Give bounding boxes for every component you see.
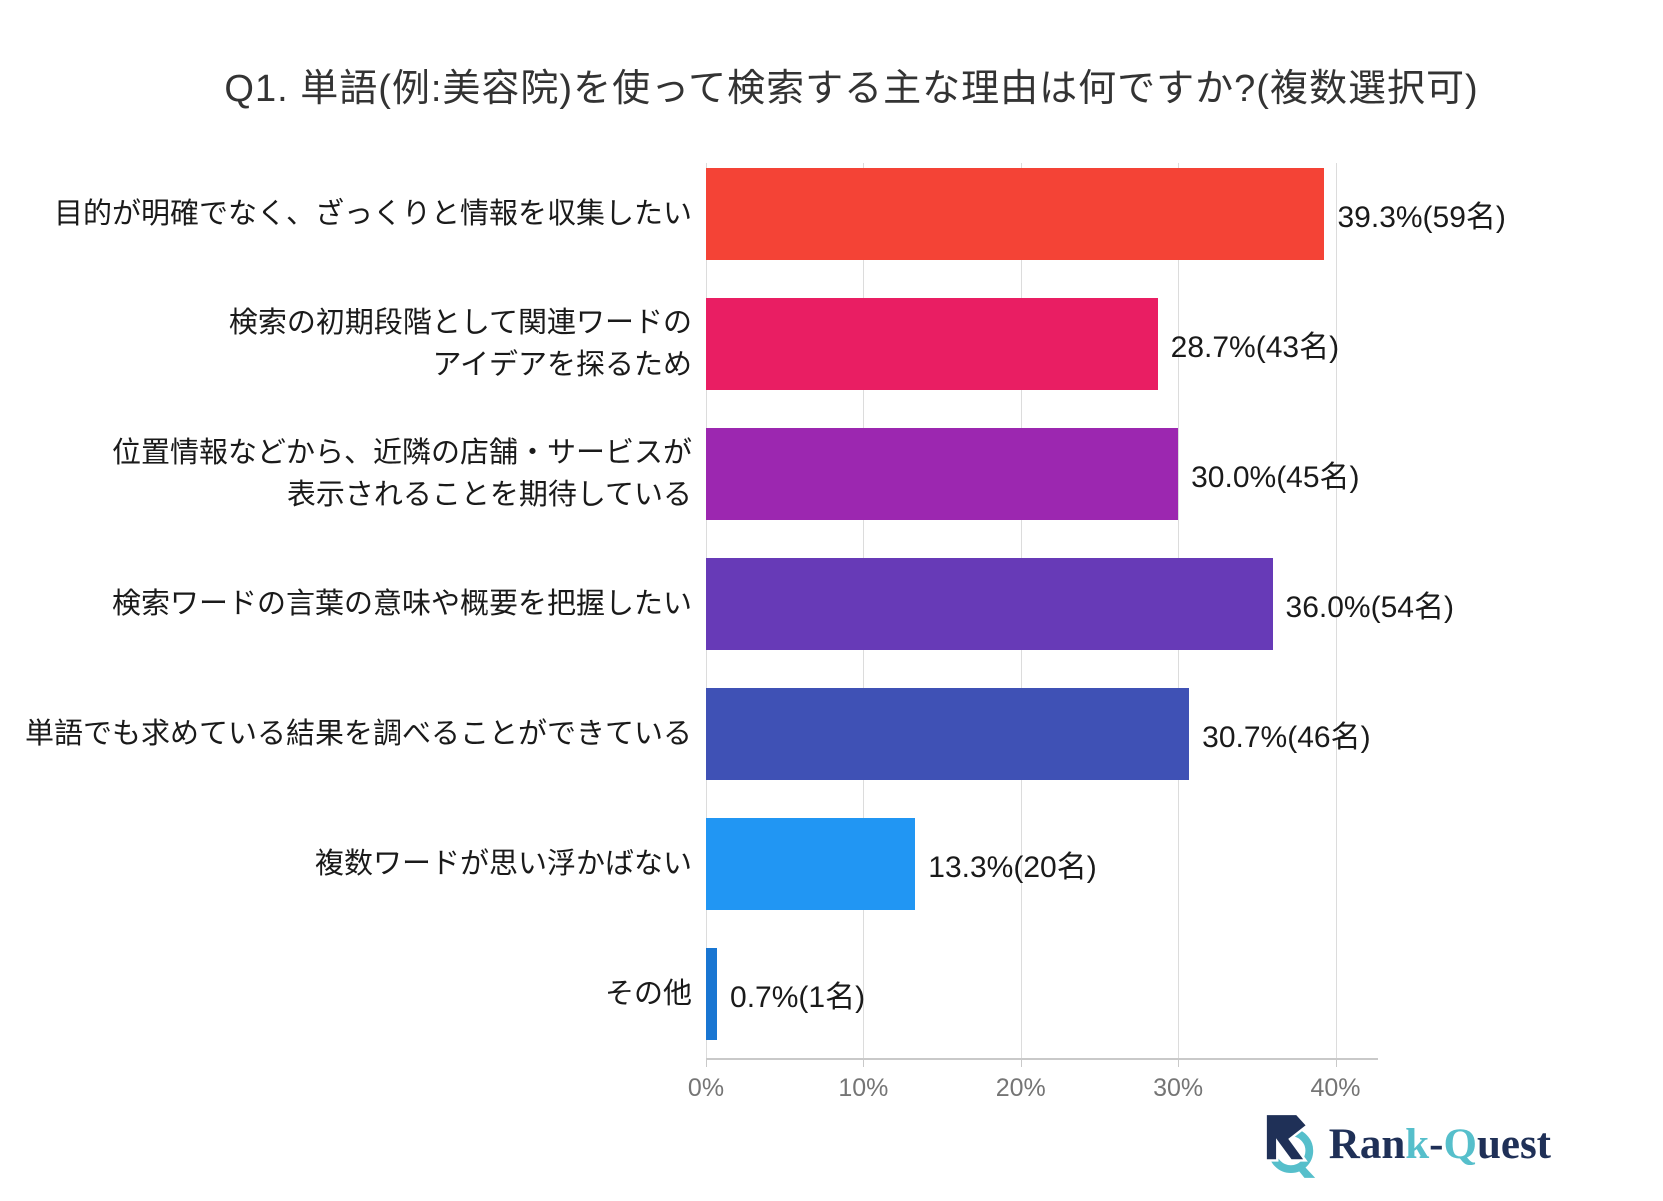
chart-row: 検索ワードの言葉の意味や概要を把握したい 36.0%(54名)	[0, 539, 1454, 669]
axis-tick	[706, 1058, 707, 1067]
logo-text-part: uest	[1476, 1121, 1551, 1168]
bar-track: 30.0%(45名)	[706, 409, 1378, 539]
logo-text-part: Q	[1443, 1121, 1477, 1168]
category-label: 目的が明確でなく、ざっくりと情報を収集したい	[53, 197, 692, 230]
axis-tick	[863, 1058, 865, 1067]
bar-track: 39.3%(59名)	[706, 149, 1506, 279]
axis-tick	[1178, 1058, 1180, 1067]
logo-r-mark	[1264, 1112, 1309, 1162]
bar-value-label: 39.3%(59名)	[1337, 201, 1506, 234]
category-label: 検索の初期段階として関連ワードの アイデアを探るため	[228, 306, 692, 381]
chart-title: Q1. 単語(例:美容院)を使って検索する主な理由は何ですか?(複数選択可)	[224, 68, 1479, 110]
chart-row: 位置情報などから、近隣の店舗・サービスが 表示されることを期待している 30.0…	[0, 409, 1378, 539]
gridline	[1335, 163, 1337, 1058]
logo-text-part: k	[1405, 1121, 1430, 1168]
bar	[706, 168, 1325, 260]
bar-track: 30.7%(46名)	[706, 669, 1378, 799]
axis-tick-label: 0%	[687, 1074, 725, 1102]
chart-row: 目的が明確でなく、ざっくりと情報を収集したい 39.3%(59名)	[0, 149, 1506, 279]
chart-row: 検索の初期段階として関連ワードの アイデアを探るため 28.7%(43名)	[0, 279, 1378, 409]
axis-tick-label: 10%	[838, 1074, 889, 1102]
bar-value-label: 0.7%(1名)	[730, 981, 866, 1014]
bar	[706, 428, 1179, 520]
bar-value-label: 13.3%(20名)	[928, 851, 1097, 884]
category-label: その他	[604, 977, 692, 1010]
bar-value-label: 28.7%(43名)	[1170, 331, 1340, 364]
axis-tick	[1020, 1058, 1022, 1067]
category-label: 単語でも求めている結果を調べることができている	[24, 717, 692, 750]
bar	[706, 818, 916, 910]
bar	[706, 298, 1158, 390]
bar	[706, 688, 1190, 780]
logo-q-tail	[1296, 1164, 1315, 1178]
bar	[706, 948, 718, 1040]
chart-rows: 目的が明確でなく、ざっくりと情報を収集したい 39.3%(59名) 検索の初期段…	[0, 149, 1506, 1059]
rank-quest-logo-icon	[1254, 1106, 1320, 1183]
chart-row: 複数ワードが思い浮かばない 13.3%(20名)	[0, 799, 1378, 929]
bar	[706, 558, 1273, 650]
bar-track: 28.7%(43名)	[706, 279, 1378, 409]
bar-value-label: 30.7%(46名)	[1202, 721, 1371, 754]
logo-text-part: -	[1429, 1121, 1444, 1168]
bar-value-label: 30.0%(45名)	[1191, 461, 1360, 494]
category-label: 複数ワードが思い浮かばない	[314, 847, 692, 880]
chart-row: その他 0.7%(1名)	[0, 929, 1378, 1059]
chart-row: 単語でも求めている結果を調べることができている 30.7%(46名)	[0, 669, 1378, 799]
bar-value-label: 36.0%(54名)	[1285, 591, 1454, 624]
axis-tick	[1335, 1058, 1337, 1067]
axis-tick-label: 20%	[995, 1074, 1046, 1102]
logo-text: Rank-Quest	[1329, 1123, 1551, 1166]
category-label: 検索ワードの言葉の意味や概要を把握したい	[111, 587, 692, 620]
bar-track: 0.7%(1名)	[706, 929, 1378, 1059]
bar-track: 36.0%(54名)	[706, 539, 1454, 669]
logo-text-part: Ran	[1328, 1121, 1406, 1168]
category-label: 位置情報などから、近隣の店舗・サービスが 表示されることを期待している	[111, 436, 692, 511]
rank-quest-logo: Rank-Quest	[1254, 1106, 1551, 1183]
axis-tick-label: 30%	[1153, 1074, 1204, 1102]
axis-tick-label: 40%	[1310, 1074, 1361, 1102]
x-axis: 0% 10% 20% 30% 40%	[688, 1058, 1378, 1128]
bar-track: 13.3%(20名)	[706, 799, 1378, 929]
